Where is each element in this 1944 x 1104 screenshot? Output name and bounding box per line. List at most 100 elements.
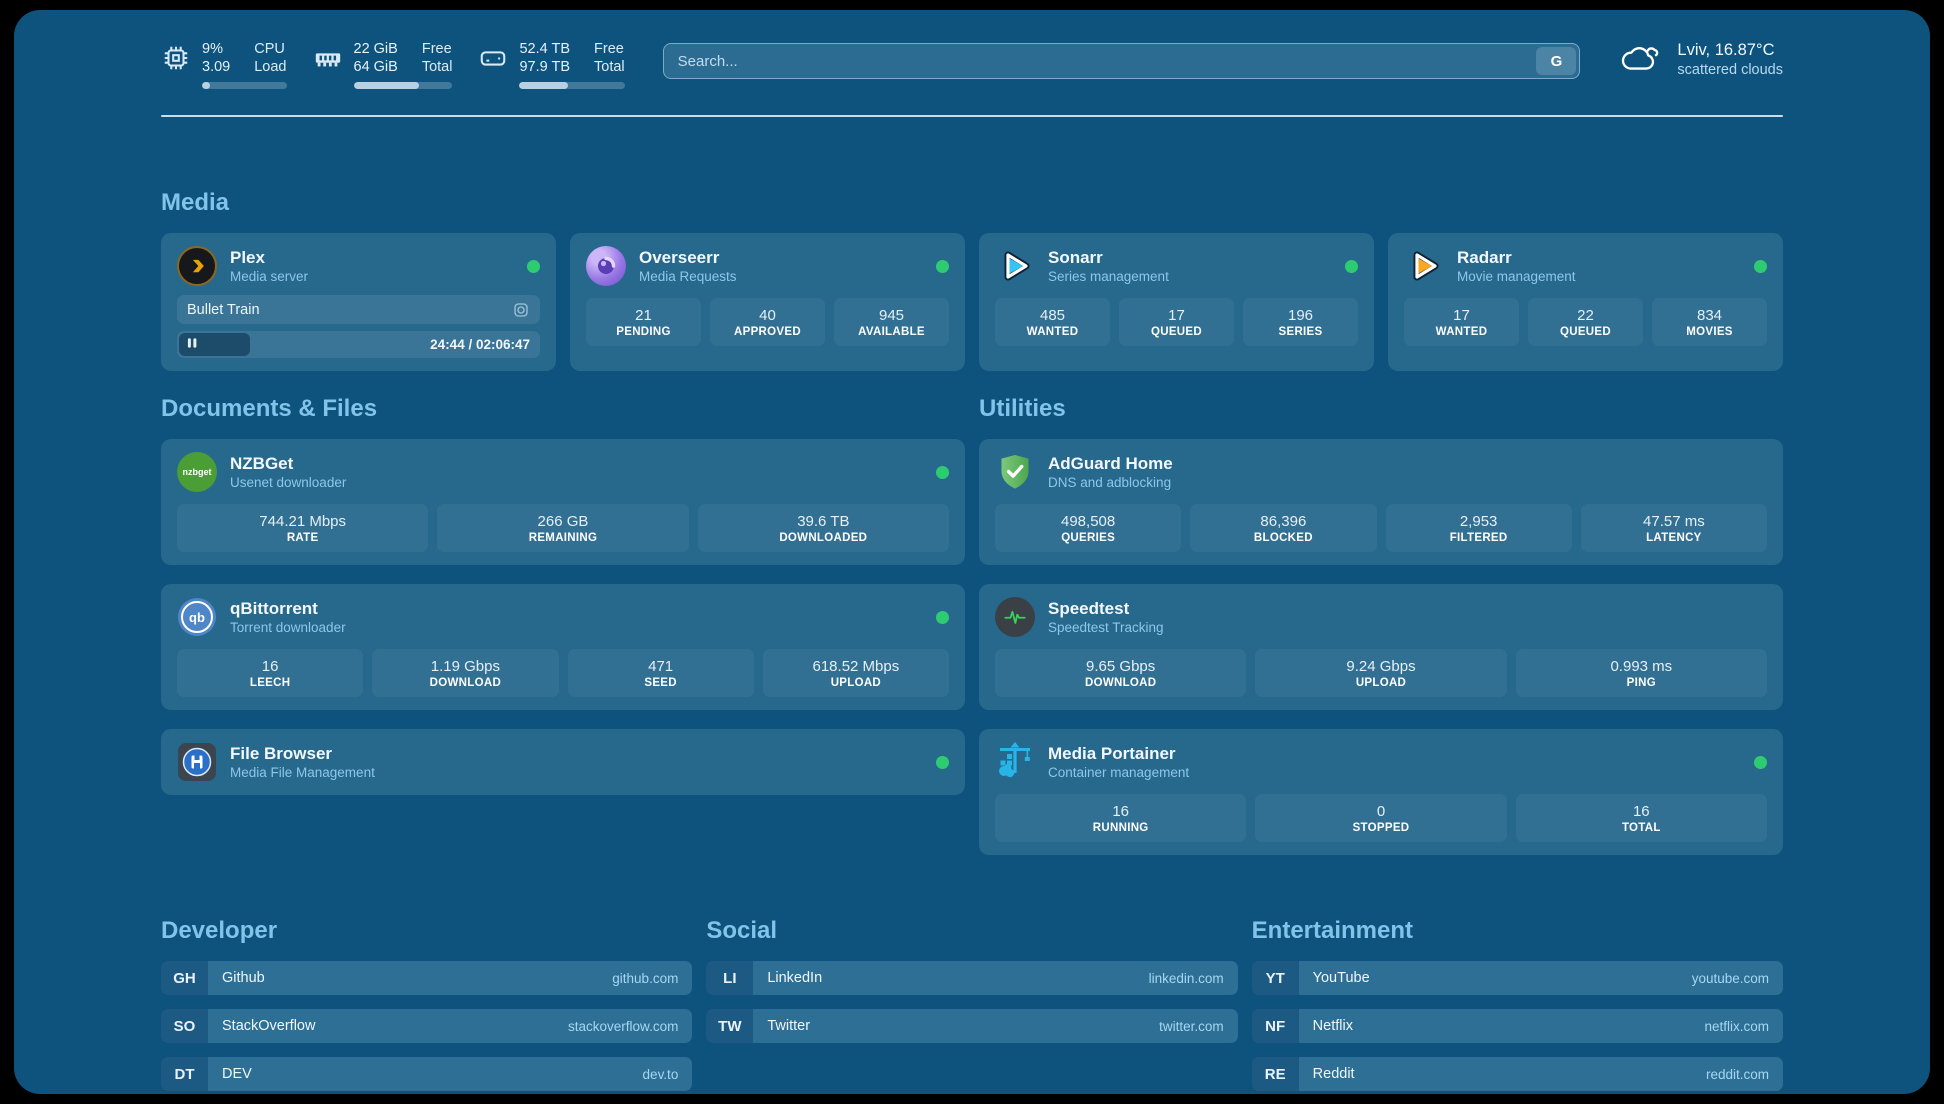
service-card-radarr[interactable]: Radarr Movie management 17 WANTED 22 QUEUED 83… [1388, 233, 1783, 371]
stat-tile-upload: 9.24 Gbps UPLOAD [1255, 649, 1507, 697]
service-name: Sonarr [1048, 248, 1103, 267]
stat-tile-upload: 618.52 Mbps UPLOAD [762, 649, 949, 697]
search-bar: G [662, 43, 1581, 79]
stat-tile-value: 498,508 [1061, 512, 1116, 530]
stat-tile-label: BLOCKED [1253, 531, 1313, 544]
bookmark-abbr-badge: YT [1251, 961, 1299, 995]
bookmark-dev[interactable]: DT DEV dev.to [161, 1057, 693, 1091]
stat-tile-label: TOTAL [1621, 821, 1661, 834]
stat-tile-remaining: 266 GB REMAINING [437, 504, 689, 552]
stat-tile-download: 9.65 Gbps DOWNLOAD [995, 649, 1247, 697]
bookmark-body: Reddit reddit.com [1298, 1057, 1783, 1091]
service-card-qbittorrent[interactable]: qb qBittorrent Torrent downloader 16 LEECH 1.… [161, 584, 965, 710]
stat-value: 9% [202, 41, 223, 57]
service-titles: NZBGet Usenet downloader [230, 453, 346, 491]
service-card-nzbget[interactable]: nzbget NZBGet Usenet downloader 744.21 Mbps… [161, 439, 965, 565]
stat-tile-label: MOVIES [1686, 325, 1733, 338]
stat-label: Free [421, 41, 452, 57]
service-card-file-browser[interactable]: File Browser Media File Management [161, 729, 965, 795]
pause-icon[interactable] [187, 336, 198, 354]
header-divider [161, 115, 1783, 117]
service-card-media-portainer[interactable]: Media Portainer Container management 16 RUN… [979, 729, 1783, 855]
stat-tile-running: 16 RUNNING [995, 794, 1247, 842]
system-stat-disk: 52.4 TB Free 97.9 TB Total [478, 40, 625, 89]
qbittorrent-icon: qb [177, 597, 217, 637]
service-name: NZBGet [230, 454, 294, 473]
bookmark-url: github.com [612, 970, 679, 986]
service-card-header: Sonarr Series management [995, 246, 1358, 286]
stat-label: Free [594, 41, 624, 57]
service-description: Series management [1048, 269, 1169, 284]
stat-label: Load [254, 59, 287, 75]
stat-tile-label: LEECH [249, 676, 291, 689]
playback-progress-row[interactable]: 24:44 / 02:06:47 [177, 331, 540, 358]
weather-widget: Lviv, 16.87°C scattered clouds [1618, 40, 1783, 80]
service-description: DNS and adblocking [1048, 475, 1172, 490]
bookmark-reddit[interactable]: RE Reddit reddit.com [1251, 1057, 1783, 1091]
service-name: Radarr [1457, 248, 1512, 267]
stat-progress-fill [202, 82, 210, 89]
service-name: Media Portainer [1048, 744, 1176, 763]
section-developer: Developer GH Github github.com SO StackOverfl… [161, 855, 693, 1091]
now-playing-row[interactable]: Bullet Train [177, 295, 540, 324]
service-name: Speedtest [1048, 599, 1130, 618]
service-card-sonarr[interactable]: Sonarr Series management 485 WANTED 17 QUEUED… [979, 233, 1374, 371]
stat-tile-value: 471 [648, 657, 674, 675]
bookmark-linkedin[interactable]: LI LinkedIn linkedin.com [706, 961, 1238, 995]
section-entertainment: Entertainment YT YouTube youtube.com NF Netfl… [1251, 855, 1783, 1091]
adguard-icon [995, 452, 1035, 492]
stat-tile-value: 39.6 TB [797, 512, 850, 530]
stat-tile-value: 22 [1577, 306, 1594, 324]
search-engine-badge[interactable]: G [1536, 47, 1577, 75]
service-card-overseerr[interactable]: Overseerr Media Requests 21 PENDING 40 APPROV… [570, 233, 965, 371]
weather-location: Lviv, 16.87°C [1677, 41, 1775, 59]
bookmark-github[interactable]: GH Github github.com [161, 961, 693, 995]
now-playing-title: Bullet Train [187, 301, 260, 318]
service-card-speedtest[interactable]: Speedtest Speedtest Tracking 9.65 Gbps DOWN… [979, 584, 1783, 710]
status-dot-online [936, 259, 949, 273]
service-card-plex[interactable]: Plex Media server Bullet Train 24:44 / 02:0… [161, 233, 556, 371]
bookmark-abbr-badge: GH [161, 961, 208, 995]
stat-tile-label: FILTERED [1449, 531, 1508, 544]
stat-tile-queued: 22 QUEUED [1528, 298, 1643, 346]
status-dot-online [936, 610, 949, 624]
search-input[interactable] [662, 43, 1581, 79]
status-dot-online [527, 259, 540, 273]
bookmark-abbr-badge: RE [1251, 1057, 1299, 1091]
system-stat-text: 22 GiB Free 64 GiB Total [354, 40, 453, 76]
stat-tile-label: QUEUED [1559, 325, 1611, 338]
stat-tile-value: 40 [759, 306, 776, 324]
bookmark-youtube[interactable]: YT YouTube youtube.com [1251, 961, 1783, 995]
stat-tile-value: 0 [1376, 802, 1386, 820]
bookmark-stackoverflow[interactable]: SO StackOverflow stackoverflow.com [161, 1009, 693, 1043]
stat-tile-value: 9.65 Gbps [1086, 657, 1156, 675]
service-titles: Media Portainer Container management [1048, 743, 1189, 781]
status-dot-online [936, 465, 949, 479]
service-description: Speedtest Tracking [1048, 620, 1164, 635]
stat-tile-rate: 744.21 Mbps RATE [177, 504, 429, 552]
bookmark-twitter[interactable]: TW Twitter twitter.com [706, 1009, 1238, 1043]
radarr-icon [1404, 246, 1444, 286]
stat-tile-available: 945 AVAILABLE [834, 298, 949, 346]
stat-tile-label: DOWNLOAD [429, 676, 502, 689]
stat-tile-value: 16 [1112, 802, 1129, 820]
stat-label: Total [421, 59, 453, 75]
stat-tile-label: LATENCY [1646, 531, 1702, 544]
service-card-adguard-home[interactable]: AdGuard Home DNS and adblocking 498,508 QUE… [979, 439, 1783, 565]
stat-progressbar [519, 82, 625, 89]
bookmark-name: Twitter [767, 1018, 811, 1034]
bookmark-netflix[interactable]: NF Netflix netflix.com [1251, 1009, 1783, 1043]
stat-tile-stopped: 0 STOPPED [1255, 794, 1507, 842]
ram-icon [313, 43, 343, 78]
playback-elapsed-bar [179, 333, 250, 356]
stat-tile-value: 834 [1696, 306, 1723, 324]
session-icon[interactable] [512, 301, 530, 319]
section-title-documents: Documents & Files [161, 395, 378, 422]
stat-tile-seed: 471 SEED [567, 649, 754, 697]
section-documents: Documents & Files nzbget NZBGet Usenet dow… [161, 371, 965, 855]
service-titles: qBittorrent Torrent downloader [230, 598, 346, 636]
service-name: Overseerr [639, 248, 720, 267]
nzbget-icon: nzbget [177, 452, 217, 492]
top-bar: 9% CPU 3.09 Load 22 GiB Free 64 GiB Total 52.4 T… [161, 10, 1783, 98]
stat-tile-label: AVAILABLE [858, 325, 925, 338]
